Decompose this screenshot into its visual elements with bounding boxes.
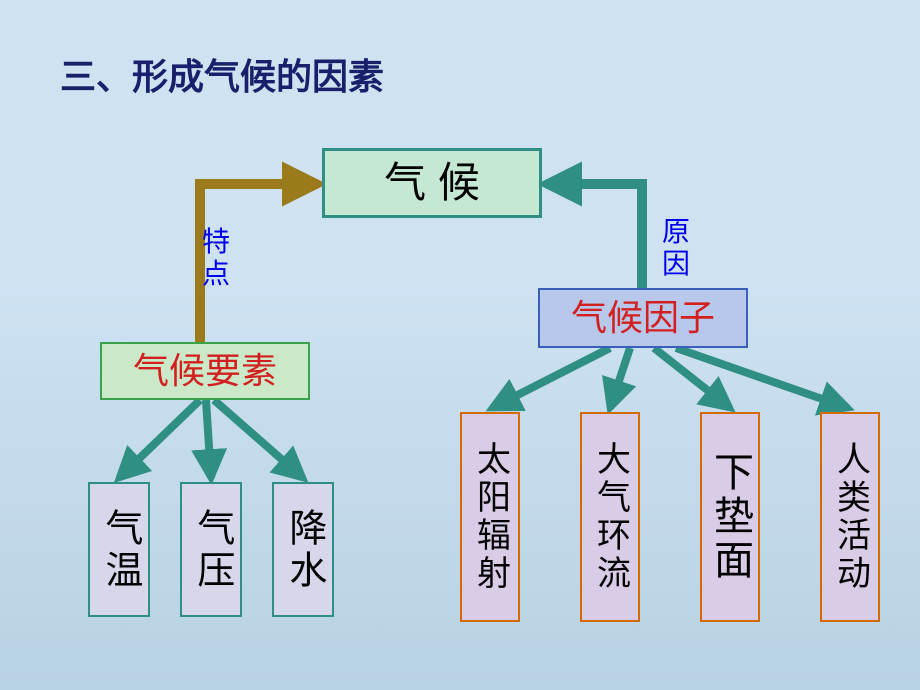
node-precip: 降水: [272, 482, 334, 617]
node-temp: 气温: [88, 482, 150, 617]
node-solar: 太阳辐射: [460, 412, 520, 622]
node-solar-label: 太阳辐射: [470, 441, 509, 593]
node-surface: 下垫面: [700, 412, 760, 622]
node-factors: 气候因子: [538, 288, 748, 348]
node-human-label: 人类活动: [830, 441, 869, 593]
node-climate-label: 气 候: [384, 159, 480, 207]
arrow-elements-to-precip: [214, 400, 303, 478]
arrow-factors-to-surface: [654, 348, 730, 408]
node-elements-label: 气候要素: [133, 350, 277, 391]
node-temp-label: 气温: [97, 508, 141, 592]
page-title: 三、形成气候的因素: [60, 48, 384, 100]
node-elements: 气候要素: [100, 342, 310, 400]
edge-label-reason: 原因: [660, 216, 692, 280]
arrow-elements-to-temp: [119, 400, 200, 478]
edge-label-trait: 特点: [200, 226, 232, 290]
node-precip-label: 降水: [281, 508, 325, 592]
node-human: 人类活动: [820, 412, 880, 622]
node-climate: 气 候: [322, 148, 542, 218]
arrow-factors-to-circulation: [610, 348, 630, 408]
node-factors-label: 气候因子: [571, 297, 715, 338]
node-pressure: 气压: [180, 482, 242, 617]
arrow-elements-to-pressure: [206, 400, 211, 478]
node-pressure-label: 气压: [189, 508, 233, 592]
arrow-factors-to-human: [676, 348, 848, 408]
arrow-factors-to-solar: [492, 348, 610, 408]
node-surface-label: 下垫面: [707, 451, 753, 583]
node-circulation-label: 大气环流: [590, 441, 629, 593]
arrow-factors-to-climate: [546, 184, 642, 288]
node-circulation: 大气环流: [580, 412, 640, 622]
